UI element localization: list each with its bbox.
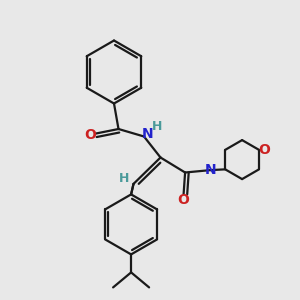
Text: O: O xyxy=(258,143,270,157)
Text: N: N xyxy=(142,127,153,141)
Text: H: H xyxy=(152,119,163,133)
Text: O: O xyxy=(85,128,97,142)
Text: O: O xyxy=(177,193,189,206)
Text: N: N xyxy=(205,163,216,177)
Text: H: H xyxy=(119,172,129,185)
